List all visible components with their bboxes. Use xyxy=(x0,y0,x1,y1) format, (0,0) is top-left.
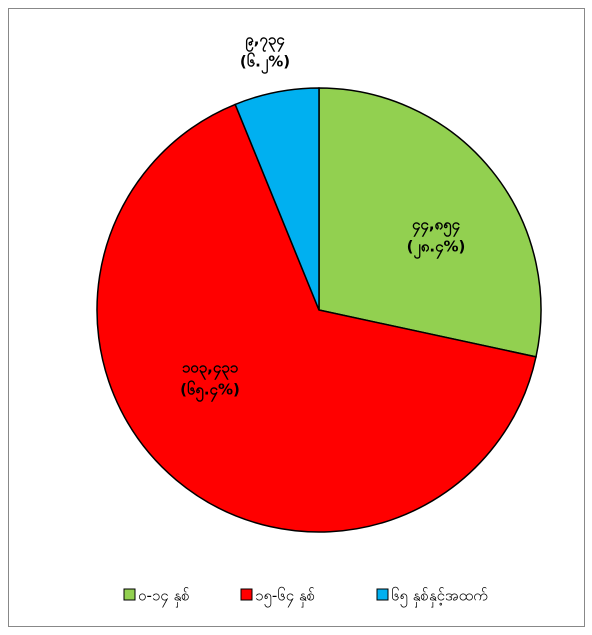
legend-swatch xyxy=(240,588,253,601)
data-label: ၉,၇၃၄ xyxy=(245,31,285,53)
percent-label: (၂၈.၄%) xyxy=(407,238,466,260)
legend-label: ၆၅ နှစ်နှင့်အထက် xyxy=(391,587,488,608)
legend-label: ၀-၁၄ နှစ် xyxy=(138,587,190,608)
legend-swatch xyxy=(376,588,389,601)
pie-slice xyxy=(234,87,320,311)
pie-slice xyxy=(96,103,537,533)
data-label: ၁၀၃,၄၃၁ xyxy=(182,359,239,381)
legend-label: ၁၅-၆၄ နှစ် xyxy=(255,587,315,608)
data-label: ၄၄,၈၅၄ xyxy=(412,216,461,238)
pie-slice xyxy=(318,87,542,358)
legend-swatch xyxy=(123,588,136,601)
percent-label: (၆၅.၄%) xyxy=(180,380,240,403)
percent-label: (၆.၂%) xyxy=(240,52,290,75)
